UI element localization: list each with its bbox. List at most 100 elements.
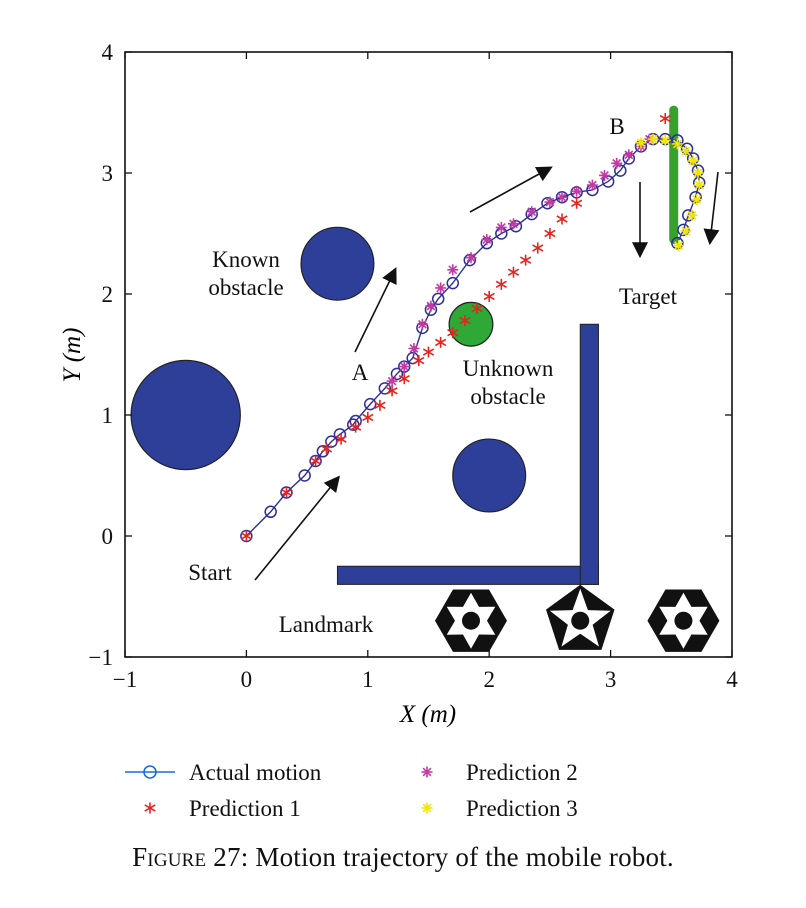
series-2-point-14	[571, 185, 583, 197]
series-2-point-9	[495, 221, 507, 233]
annotation-layer: Known obstacle Unknown obstacle Start A B Targe…	[188, 114, 720, 637]
direction-arrow-2	[469, 166, 553, 213]
series-3-point-8	[691, 194, 703, 206]
series-3-point-10	[680, 225, 692, 237]
series-3	[635, 133, 705, 252]
direction-arrow-1	[354, 267, 397, 353]
series-2-point-18	[623, 149, 635, 161]
figure-caption: Figure 27: Motion trajectory of the mobi…	[0, 842, 806, 873]
series-0-point-3	[298, 469, 311, 482]
landmark-marker-0	[434, 589, 507, 652]
x-tick-label-1: 0	[241, 667, 253, 692]
series-2-point-8	[481, 234, 493, 246]
scene-layer	[130, 105, 720, 652]
landmark-marker-1	[546, 584, 615, 650]
series-1-point-13	[447, 327, 459, 339]
y-tick-label-1: 0	[102, 524, 114, 549]
series-3-point-5	[687, 155, 699, 167]
series-3-point-0	[635, 137, 647, 149]
landmark-dot	[461, 611, 480, 630]
series-0-point-18	[446, 276, 460, 290]
series-2-point-11	[526, 206, 538, 218]
series-0-point-24	[541, 197, 554, 210]
series-1-point-0	[240, 530, 253, 542]
series-0-point-11	[378, 382, 392, 395]
series-1-point-19	[519, 254, 532, 266]
x-tick-label-3: 2	[483, 667, 495, 692]
series-1-point-21	[544, 228, 556, 239]
series-0-point-5	[316, 445, 330, 458]
legend-marker	[143, 765, 157, 779]
series-line-0	[245, 138, 700, 537]
landmark-marker-2	[647, 589, 720, 652]
landmark-dot	[674, 611, 693, 630]
label-point-a: A	[352, 360, 369, 385]
series-0-point-1	[264, 505, 277, 519]
series-1-point-1	[280, 486, 293, 498]
caption-label: Figure 27:	[132, 842, 249, 872]
label-unknown-obstacle: Unknown obstacle	[463, 356, 554, 409]
series-3-point-6	[692, 167, 704, 179]
series-3-point-4	[680, 145, 692, 157]
known-obstacle-circle-1	[300, 226, 375, 301]
legend-entry-2: Prediction 2	[421, 760, 578, 785]
series-0-point-17	[431, 292, 445, 306]
series-1-point-17	[495, 278, 507, 290]
caption-text: Motion trajectory of the mobile robot.	[248, 842, 674, 872]
series-1-point-22	[556, 213, 568, 225]
series-1-point-15	[471, 303, 483, 315]
series-2-point-3	[416, 318, 428, 330]
series-3-point-9	[686, 209, 698, 221]
y-tick-label-4: 3	[102, 161, 114, 186]
legend-entry-1: Prediction 1	[144, 796, 301, 821]
series-2-point-13	[556, 191, 568, 203]
y-axis-label: Y (m)	[59, 328, 86, 383]
y-tick-label-2: 1	[102, 403, 114, 428]
label-known-obstacle: Known obstacle	[208, 247, 283, 300]
legend-label: Prediction 2	[466, 760, 578, 785]
series-0-point-19	[463, 253, 477, 267]
label-start: Start	[188, 560, 232, 585]
series-0-point-41	[677, 223, 690, 237]
series-2-point-0	[386, 375, 398, 387]
series-0-point-42	[671, 236, 684, 250]
series-1-point-11	[422, 346, 435, 358]
direction-arrow-0	[254, 475, 341, 581]
series-layer	[240, 113, 706, 543]
series-2-point-17	[611, 157, 623, 169]
x-tick-label-0: −1	[113, 667, 137, 692]
series-1-point-4	[335, 433, 347, 445]
series-2-point-10	[507, 218, 519, 230]
series-3-point-2	[659, 134, 671, 146]
legend-label: Prediction 1	[189, 796, 301, 821]
known-obstacle-circle-2	[452, 438, 527, 513]
series-1-point-9	[398, 373, 410, 385]
legend-marker	[421, 766, 433, 778]
series-1-point-12	[435, 336, 447, 348]
series-2-point-4	[425, 300, 437, 312]
x-tick-label-4: 3	[605, 667, 617, 692]
x-axis-label: X (m)	[399, 701, 456, 728]
legend-marker	[421, 802, 433, 814]
direction-arrow-4	[703, 171, 720, 246]
series-1-point-5	[350, 421, 362, 433]
series-1-point-3	[320, 443, 333, 455]
legend-entry-0: Actual motion	[125, 760, 322, 785]
series-0-point-35	[680, 142, 694, 156]
legend-marker	[144, 802, 156, 814]
legend: Actual motion Prediction 1 Prediction 2 Pre…	[125, 760, 578, 821]
series-1-point-18	[507, 266, 520, 278]
known-obstacle-circle-0	[130, 359, 241, 471]
series-2-point-16	[599, 169, 611, 181]
series-3-point-11	[673, 240, 685, 252]
legend-label: Actual motion	[189, 760, 322, 785]
legend-entry-3: Prediction 3	[421, 796, 578, 821]
series-1-point-14	[459, 315, 471, 327]
series-2-point-7	[465, 252, 477, 264]
axes-layer: −1 0 1 2 3 4 −1 0 1 2 3 4	[89, 40, 739, 692]
y-tick-label-3: 2	[102, 282, 114, 307]
series-3-point-3	[671, 138, 683, 150]
series-1	[240, 113, 671, 542]
series-0-point-39	[689, 190, 702, 204]
